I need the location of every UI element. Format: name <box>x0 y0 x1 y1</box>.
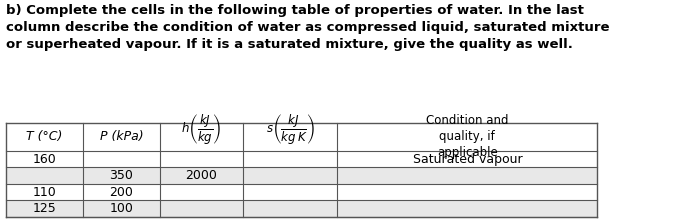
Text: b) Complete the cells in the following table of properties of water. In the last: b) Complete the cells in the following t… <box>6 4 609 51</box>
Bar <box>6 167 598 184</box>
Text: Saturated vapour: Saturated vapour <box>413 153 522 166</box>
Text: Condition and
quality, if
applicable: Condition and quality, if applicable <box>426 114 509 159</box>
Text: T (°C): T (°C) <box>26 130 63 143</box>
Text: 125: 125 <box>33 202 57 215</box>
Bar <box>6 151 598 167</box>
Text: 2000: 2000 <box>185 169 217 182</box>
Text: $s\left(\dfrac{kJ}{kg\,K}\right)$: $s\left(\dfrac{kJ}{kg\,K}\right)$ <box>266 112 314 146</box>
Text: $h\left(\dfrac{kJ}{kg}\right)$: $h\left(\dfrac{kJ}{kg}\right)$ <box>181 112 221 146</box>
Text: 200: 200 <box>109 185 133 199</box>
Text: 350: 350 <box>109 169 133 182</box>
Text: 160: 160 <box>33 153 57 166</box>
Bar <box>6 184 598 200</box>
Text: 110: 110 <box>33 185 57 199</box>
Bar <box>6 200 598 217</box>
Text: P (kPa): P (kPa) <box>100 130 143 143</box>
Text: 100: 100 <box>109 202 133 215</box>
